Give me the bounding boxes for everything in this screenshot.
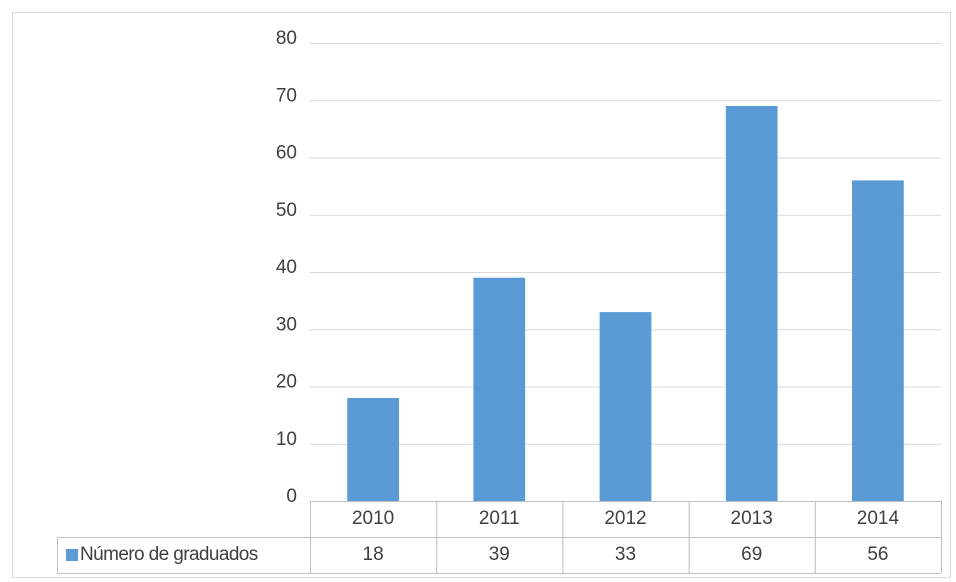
table-value: 39: [489, 544, 510, 565]
y-tick-label: 60: [276, 143, 297, 164]
y-tick-label: 40: [276, 257, 297, 278]
x-tick-label: 2014: [857, 508, 900, 529]
table-value: 18: [363, 544, 384, 565]
bar: [473, 277, 526, 501]
x-tick-label: 2013: [731, 508, 773, 529]
table-value: 69: [741, 544, 762, 565]
x-tick-label: 2011: [479, 508, 520, 529]
legend-label: Número de graduados: [80, 544, 258, 565]
x-tick-label: 2012: [604, 508, 646, 529]
y-tick-label: 80: [276, 28, 297, 49]
y-tick-label: 10: [276, 429, 297, 450]
legend-swatch: [66, 549, 78, 561]
y-tick-label: 70: [276, 85, 297, 106]
table-value: 33: [615, 544, 636, 565]
table-value: 56: [867, 544, 888, 565]
y-tick-label: 0: [286, 486, 297, 507]
bar: [852, 180, 904, 501]
bar: [347, 397, 399, 501]
bar: [599, 312, 652, 501]
y-tick-label: 30: [276, 314, 297, 335]
x-tick-label: 2010: [352, 508, 394, 529]
y-tick-label: 20: [276, 372, 297, 393]
y-tick-label: 50: [276, 200, 297, 221]
bar: [725, 105, 778, 501]
